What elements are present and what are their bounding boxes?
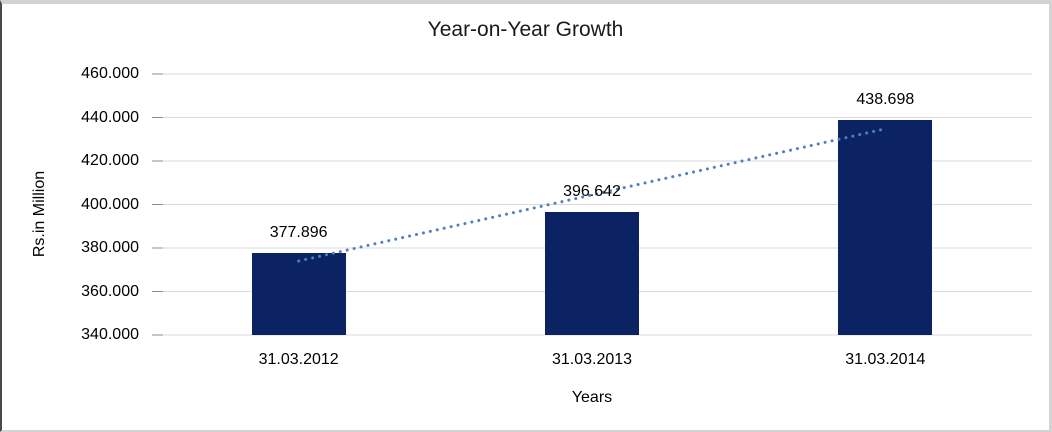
y-tick-label: 400.000 (81, 195, 139, 213)
bar (545, 211, 639, 335)
bar (838, 120, 933, 335)
y-tick-label: 440.000 (81, 108, 139, 126)
bar-data-label: 396.642 (563, 182, 621, 200)
x-tick-label: 31.03.2012 (258, 351, 339, 368)
chart-title: Year-on-Year Growth (427, 18, 624, 41)
y-tick-label: 380.000 (81, 239, 139, 256)
x-axis-title: Years (571, 389, 613, 406)
y-tick-label: 360.000 (81, 282, 139, 300)
bar-data-label: 438.698 (856, 91, 915, 109)
y-tick-label: 420.000 (81, 152, 139, 169)
bar (251, 252, 346, 335)
y-tick-label: 460.000 (81, 65, 139, 82)
y-axis-title: Rs.in Million (31, 170, 48, 258)
bar-data-label: 377.896 (269, 223, 328, 241)
x-tick-label: 31.03.2014 (845, 351, 926, 368)
x-tick-label: 31.03.2013 (551, 351, 633, 368)
y-tick-label: 340.000 (81, 326, 139, 343)
